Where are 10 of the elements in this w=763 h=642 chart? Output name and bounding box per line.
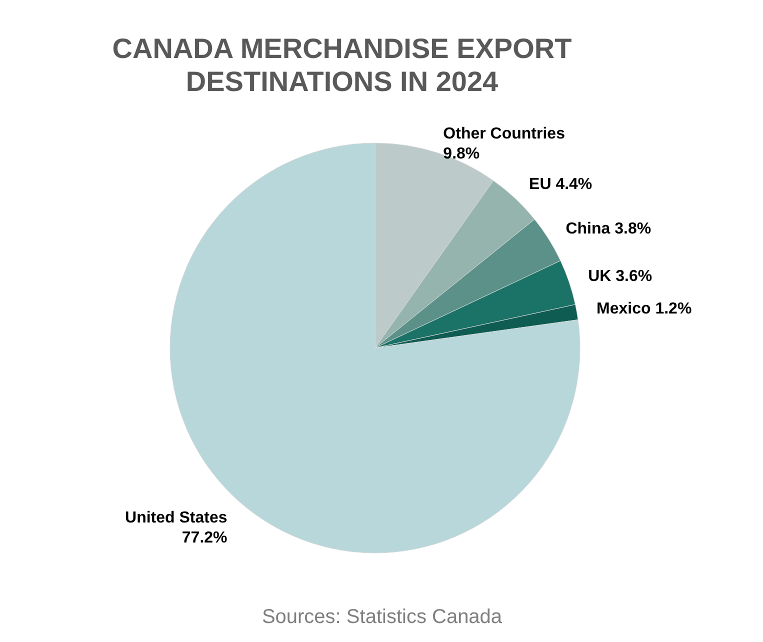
slice-label: EU 4.4% xyxy=(529,176,592,193)
data-label: 9.8% xyxy=(443,146,480,163)
data-label: 77.2% xyxy=(182,530,228,547)
slice-label: UK 3.6% xyxy=(588,268,652,285)
source-note: Sources: Statistics Canada xyxy=(262,606,503,628)
slice-label: Other Countries xyxy=(443,126,566,143)
chart-title: CANADA MERCHANDISE EXPORT DESTINATIONS IN 2024 xyxy=(112,33,572,97)
slice-label: Mexico 1.2% xyxy=(596,300,692,318)
slice-label: United States xyxy=(125,510,228,527)
slice-label: China 3.8% xyxy=(566,220,652,238)
